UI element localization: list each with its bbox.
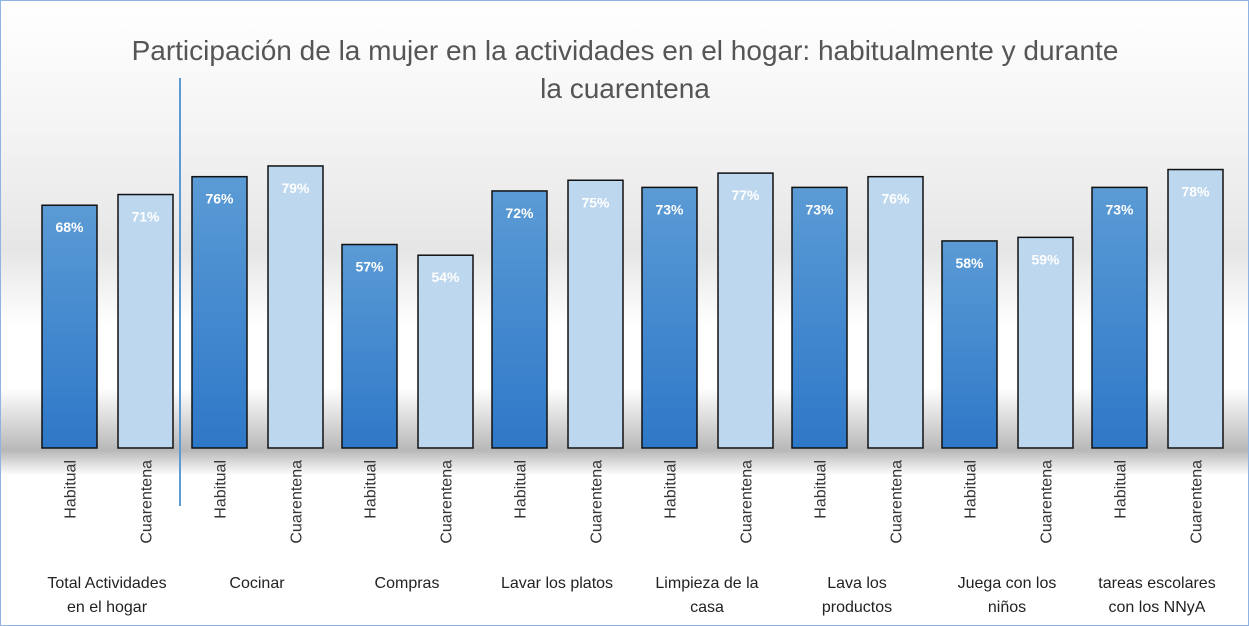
category-line: productos [822, 599, 892, 616]
category-label: Lavar los platos [501, 575, 613, 592]
bar [267, 165, 324, 449]
category-line: Juega con los [958, 575, 1057, 592]
bar-label: Habitual [513, 460, 530, 519]
bar-label: Cuarentena [139, 460, 156, 544]
value-label: 73% [805, 201, 834, 217]
bar [941, 240, 998, 449]
value-label: 76% [205, 191, 234, 207]
bar-label: Cuarentena [889, 460, 906, 544]
bar-label: Cuarentena [739, 460, 756, 544]
value-label: 78% [1181, 184, 1210, 200]
category-label: Total Actividades en el hogar [47, 575, 166, 616]
bar [117, 193, 174, 449]
value-label: 73% [655, 201, 684, 217]
bar [1091, 186, 1148, 449]
category-line: con los NNyA [1109, 599, 1206, 616]
category-line: Limpieza de la [655, 575, 758, 592]
bar-label: Cuarentena [589, 460, 606, 544]
value-label: 59% [1031, 251, 1060, 267]
bar [1167, 168, 1224, 449]
bar-label: Cuarentena [1039, 460, 1056, 544]
bar [867, 175, 924, 449]
value-label: 72% [505, 205, 534, 221]
category-line: en el hogar [67, 599, 148, 616]
bar-label: Cuarentena [439, 460, 456, 544]
bar-label: Cuarentena [1189, 460, 1206, 544]
category-label: Lava los productos [822, 575, 892, 616]
bar [1017, 236, 1074, 449]
bar [567, 179, 624, 449]
bar-label: Habitual [1113, 460, 1130, 519]
bar [191, 175, 248, 449]
bar-label: Habitual [663, 460, 680, 519]
bar-label: Habitual [63, 460, 80, 519]
category-label: Juega con los niños [958, 575, 1057, 616]
bar [341, 243, 398, 449]
category-line: tareas escolares [1098, 575, 1215, 592]
value-label: 75% [581, 194, 610, 210]
category-label: Limpieza de la casa [655, 575, 758, 616]
bar-label: Habitual [213, 460, 230, 519]
bar-label: Habitual [813, 460, 830, 519]
category-line: casa [690, 599, 724, 616]
value-label: 68% [55, 219, 84, 235]
bar-label: Habitual [363, 460, 380, 519]
category-line: niños [988, 599, 1026, 616]
bar [417, 254, 474, 449]
bar [791, 186, 848, 449]
value-label: 73% [1105, 201, 1134, 217]
category-line: Total Actividades [47, 575, 166, 592]
value-label: 71% [131, 209, 160, 225]
bar [717, 172, 774, 449]
bar [641, 186, 698, 449]
category-line: Lavar los platos [501, 575, 613, 592]
category-label: Compras [375, 575, 440, 592]
bar [491, 190, 548, 449]
category-line: Cocinar [229, 575, 285, 592]
value-label: 57% [355, 259, 384, 275]
category-line: Compras [375, 575, 440, 592]
bar-label: Cuarentena [289, 460, 306, 544]
value-label: 76% [881, 191, 910, 207]
category-line: Lava los [827, 575, 887, 592]
bar-label: Habitual [963, 460, 980, 519]
category-label: Cocinar [229, 575, 285, 592]
chart-title: Participación de la mujer en la activida… [131, 35, 1119, 104]
bar [41, 204, 98, 449]
value-label: 58% [955, 255, 984, 271]
value-label: 54% [431, 269, 460, 285]
value-label: 79% [281, 180, 310, 196]
value-label: 77% [731, 187, 760, 203]
category-label: tareas escolares con los NNyA [1098, 575, 1215, 616]
